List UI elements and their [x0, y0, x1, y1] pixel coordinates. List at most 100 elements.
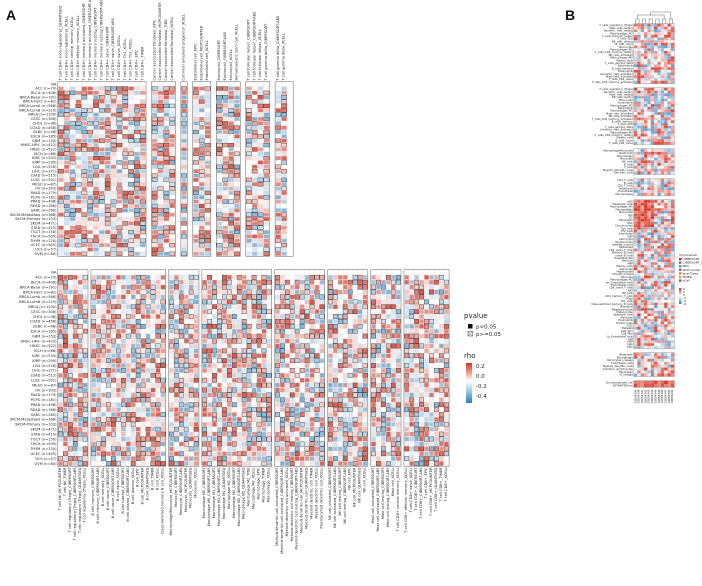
heat-cell — [226, 323, 232, 329]
ns-cross — [429, 309, 434, 314]
heat-cell — [371, 343, 376, 349]
heat-cell — [116, 348, 121, 354]
heat-cell — [139, 103, 146, 109]
heat-cell — [77, 323, 83, 329]
heat-cell — [289, 373, 295, 378]
heat-cell — [438, 289, 444, 295]
heat-cell — [163, 203, 170, 209]
heat-cell — [289, 319, 295, 324]
heat-cell — [163, 160, 170, 165]
heat-cell — [444, 270, 449, 275]
heat-cell — [81, 108, 88, 113]
ns-cross — [117, 125, 122, 130]
heat-cell — [222, 324, 227, 329]
heat-cell — [130, 363, 136, 368]
row-label: UCEC (n=545) — [30, 452, 57, 456]
heat-cell — [181, 247, 187, 252]
heat-cell — [309, 299, 315, 305]
heat-cell — [174, 333, 179, 339]
heat-cell — [222, 195, 229, 200]
heat-cell — [251, 195, 258, 200]
heat-cell — [111, 382, 116, 388]
heat-cell — [72, 338, 78, 344]
ns-cross — [252, 165, 258, 169]
heat-cell — [99, 112, 105, 117]
ns-cross — [122, 208, 128, 213]
row-label: LUAD (n=515) — [31, 174, 57, 178]
heat-cell — [289, 275, 295, 280]
heat-cell — [419, 368, 424, 373]
ns-cross — [58, 226, 64, 230]
heat-cell — [81, 173, 88, 178]
heat-cell — [128, 199, 134, 204]
heat-cell — [294, 279, 300, 285]
ns-cross — [161, 295, 165, 299]
heat-cell — [257, 134, 264, 139]
ns-cross — [64, 230, 70, 234]
heat-cell — [314, 279, 320, 285]
ns-cross — [99, 117, 105, 121]
heat-cell — [63, 363, 68, 368]
heat-cell — [87, 125, 93, 130]
ns-cross — [169, 290, 174, 294]
heat-cell — [409, 299, 415, 305]
ns-cross — [99, 169, 105, 173]
heat-cell — [116, 299, 121, 305]
heat-cell — [222, 121, 229, 126]
heat-cell — [347, 358, 353, 363]
heat-cell — [82, 304, 88, 310]
heat-cell — [207, 333, 212, 339]
heat-cell — [309, 274, 315, 280]
row-label: OV (n=303) — [35, 187, 57, 191]
ns-cross — [205, 230, 211, 234]
heat-cell — [352, 270, 358, 275]
heat-cell — [207, 304, 212, 310]
row-label: STAD (n=415) — [31, 432, 57, 436]
heat-cell — [222, 343, 227, 349]
heat-cell — [128, 108, 134, 113]
heat-cell — [151, 173, 158, 178]
heat-cell — [116, 225, 123, 230]
heat-cell — [134, 177, 140, 182]
heat-cell — [434, 299, 439, 305]
heat-cell — [183, 279, 189, 285]
column-label: Macrophage M2_XCELL — [252, 468, 256, 509]
heat-cell — [188, 382, 194, 388]
heat-cell — [116, 121, 123, 126]
heat-cell — [404, 343, 410, 349]
ns-cross — [194, 295, 199, 299]
heat-cell — [328, 309, 333, 314]
heat-cell — [319, 368, 325, 373]
ns-cross — [227, 314, 232, 319]
heat-cell — [241, 299, 247, 305]
heat-cell — [381, 304, 386, 310]
heat-cell — [101, 358, 106, 363]
heat-cell — [289, 382, 295, 388]
heat-cell — [75, 156, 82, 161]
ns-cross — [234, 204, 240, 208]
heat-cell — [128, 82, 134, 87]
ns-cross — [140, 152, 146, 156]
heat-cell — [163, 199, 170, 204]
heat-cell — [226, 338, 232, 344]
column-label: T cell CD8+ effector memory_XCELL — [404, 468, 408, 534]
heat-cell — [222, 216, 229, 222]
ns-cross — [264, 234, 269, 239]
heat-cell — [386, 382, 391, 388]
column-label: T cell CD8+_MCPCOUNTER — [429, 467, 433, 517]
heat-cell — [81, 99, 88, 104]
heat-cell — [68, 368, 73, 373]
heat-cell — [246, 304, 252, 310]
heat-cell — [77, 275, 83, 280]
heat-cell — [216, 199, 223, 204]
top-group-frame — [180, 81, 188, 257]
heat-cell — [58, 90, 64, 95]
heat-cell — [251, 368, 257, 373]
heat-cell — [228, 134, 234, 139]
heat-cell — [352, 274, 358, 280]
ns-cross — [181, 139, 187, 143]
heat-cell — [261, 294, 267, 300]
heat-cell — [332, 343, 338, 349]
heat-cell — [217, 319, 222, 324]
heat-cell — [75, 238, 82, 243]
